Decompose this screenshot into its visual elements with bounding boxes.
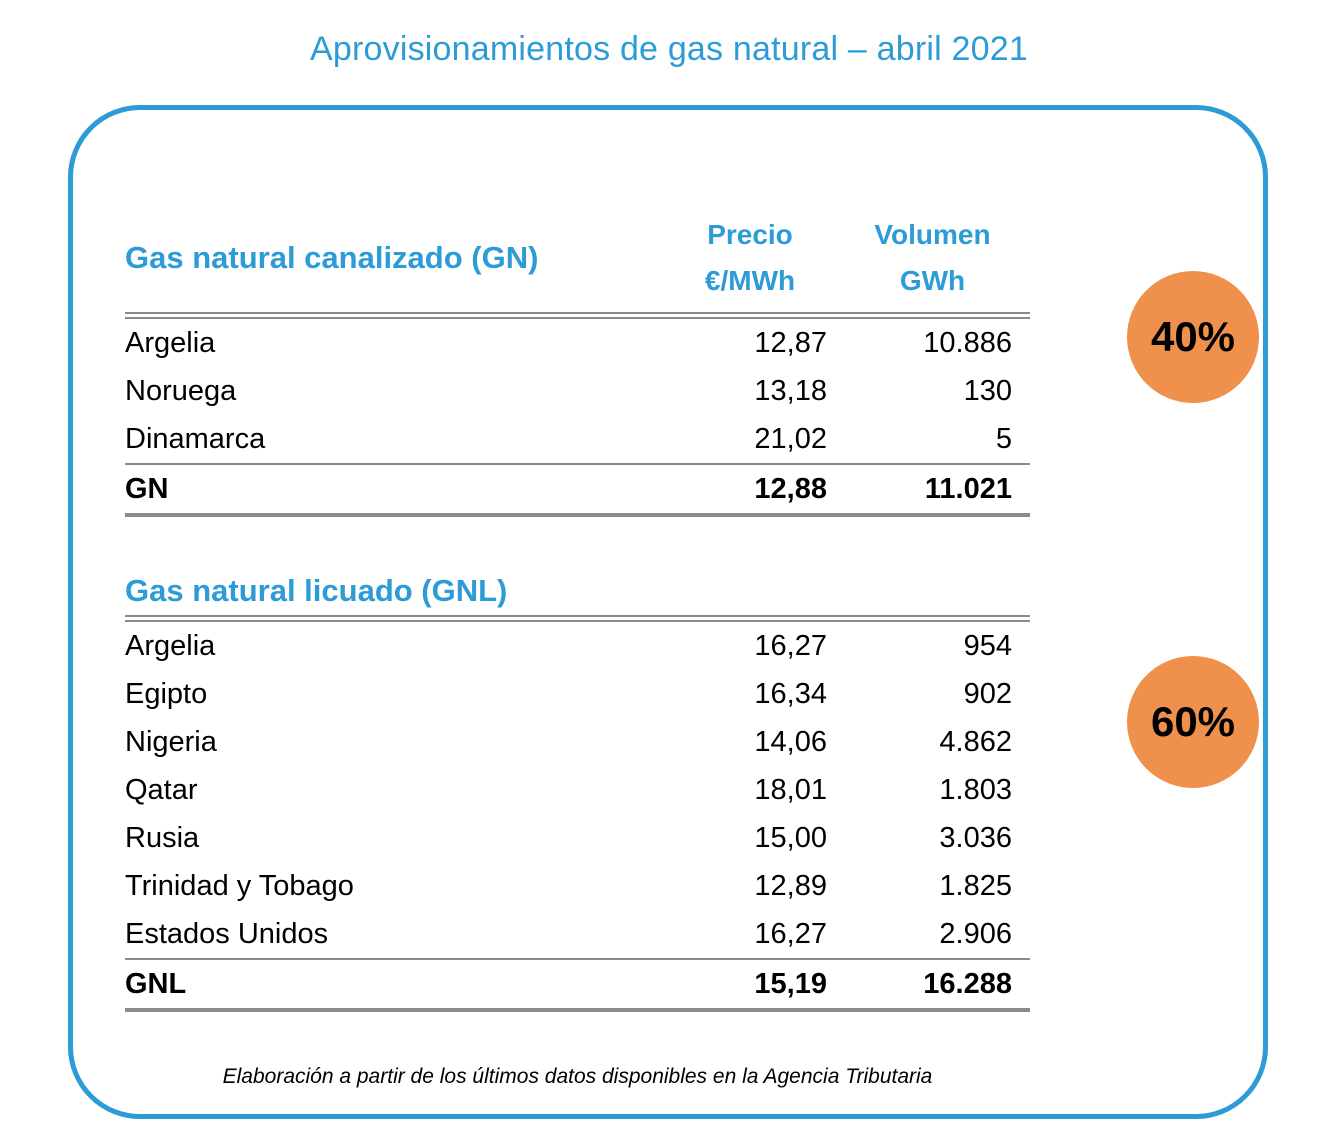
country-cell: Egipto bbox=[125, 677, 208, 710]
volume-cell: 16.288 bbox=[923, 967, 1012, 1000]
footnote: Elaboración a partir de los últimos dato… bbox=[222, 1065, 933, 1088]
section-end-divider bbox=[125, 513, 1030, 517]
header-divider bbox=[125, 312, 1030, 319]
price-label: Precio bbox=[707, 219, 793, 250]
country-cell: Qatar bbox=[125, 773, 198, 806]
volume-unit: GWh bbox=[899, 265, 966, 296]
country-cell: Estados Unidos bbox=[125, 917, 329, 950]
volume-cell: 5 bbox=[995, 422, 1012, 455]
section-end-divider bbox=[125, 1008, 1030, 1012]
country-cell: Rusia bbox=[125, 821, 200, 854]
gn-table-header: Gas natural canalizado (GN) Precio €/MWh… bbox=[125, 212, 1030, 312]
gnl-share-badge: 60% bbox=[1127, 656, 1259, 788]
volume-cell: 11.021 bbox=[924, 472, 1012, 505]
table-row: Qatar 18,01 1.803 bbox=[125, 766, 1030, 814]
country-cell: Nigeria bbox=[125, 725, 217, 758]
table-row: Rusia 15,00 3.036 bbox=[125, 814, 1030, 862]
volume-cell: 130 bbox=[963, 374, 1012, 407]
total-label-cell: GN bbox=[125, 472, 169, 505]
gn-total-row: GN 12,88 11.021 bbox=[125, 465, 1030, 513]
table-row: Argelia 16,27 954 bbox=[125, 622, 1030, 670]
volume-column-header: Volumen GWh bbox=[835, 212, 1030, 304]
volume-cell: 902 bbox=[963, 677, 1012, 710]
table-row: Nigeria 14,06 4.862 bbox=[125, 718, 1030, 766]
gnl-total-row: GNL 15,19 16.288 bbox=[125, 960, 1030, 1008]
price-column-header: Precio €/MWh bbox=[665, 212, 835, 304]
total-divider bbox=[125, 958, 1030, 960]
country-cell: Dinamarca bbox=[125, 422, 266, 455]
header-divider bbox=[125, 615, 1030, 622]
rounded-frame bbox=[68, 105, 1268, 1119]
gnl-section-title: Gas natural licuado (GNL) bbox=[125, 573, 508, 608]
volume-cell: 4.862 bbox=[939, 725, 1012, 758]
country-cell: Trinidad y Tobago bbox=[125, 869, 354, 902]
gn-section-title: Gas natural canalizado (GN) bbox=[125, 240, 539, 275]
table-row: Estados Unidos 16,27 2.906 bbox=[125, 910, 1030, 958]
price-cell: 13,18 bbox=[754, 374, 827, 407]
country-cell: Argelia bbox=[125, 326, 216, 359]
section-gap bbox=[125, 517, 1030, 559]
total-label-cell: GNL bbox=[125, 967, 187, 1000]
table-row: Noruega 13,18 130 bbox=[125, 367, 1030, 415]
table-row: Argelia 12,87 10.886 bbox=[125, 319, 1030, 367]
page-title: Aprovisionamientos de gas natural – abri… bbox=[310, 30, 1028, 68]
volume-label: Volumen bbox=[874, 219, 991, 250]
price-cell: 12,88 bbox=[754, 472, 827, 505]
volume-cell: 954 bbox=[963, 629, 1012, 662]
price-cell: 12,87 bbox=[754, 326, 827, 359]
gn-share-badge: 40% bbox=[1127, 271, 1259, 403]
total-divider bbox=[125, 463, 1030, 465]
price-cell: 18,01 bbox=[754, 773, 827, 806]
price-unit: €/MWh bbox=[704, 265, 796, 296]
table-row: Egipto 16,34 902 bbox=[125, 670, 1030, 718]
table-row: Dinamarca 21,02 5 bbox=[125, 415, 1030, 463]
price-cell: 21,02 bbox=[754, 422, 827, 455]
volume-cell: 2.906 bbox=[939, 917, 1012, 950]
price-cell: 14,06 bbox=[754, 725, 827, 758]
price-cell: 12,89 bbox=[754, 869, 827, 902]
price-cell: 16,27 bbox=[754, 629, 827, 662]
price-cell: 16,27 bbox=[754, 917, 827, 950]
price-cell: 15,19 bbox=[754, 967, 827, 1000]
volume-cell: 10.886 bbox=[923, 326, 1012, 359]
price-cell: 15,00 bbox=[754, 821, 827, 854]
table-row: Trinidad y Tobago 12,89 1.825 bbox=[125, 862, 1030, 910]
gnl-table-header: Gas natural licuado (GNL) bbox=[125, 559, 1030, 615]
volume-cell: 1.803 bbox=[939, 773, 1012, 806]
gas-table: Gas natural canalizado (GN) Precio €/MWh… bbox=[125, 212, 1030, 1012]
country-cell: Argelia bbox=[125, 629, 216, 662]
price-cell: 16,34 bbox=[754, 677, 827, 710]
volume-cell: 3.036 bbox=[939, 821, 1012, 854]
country-cell: Noruega bbox=[125, 374, 237, 407]
volume-cell: 1.825 bbox=[939, 869, 1012, 902]
